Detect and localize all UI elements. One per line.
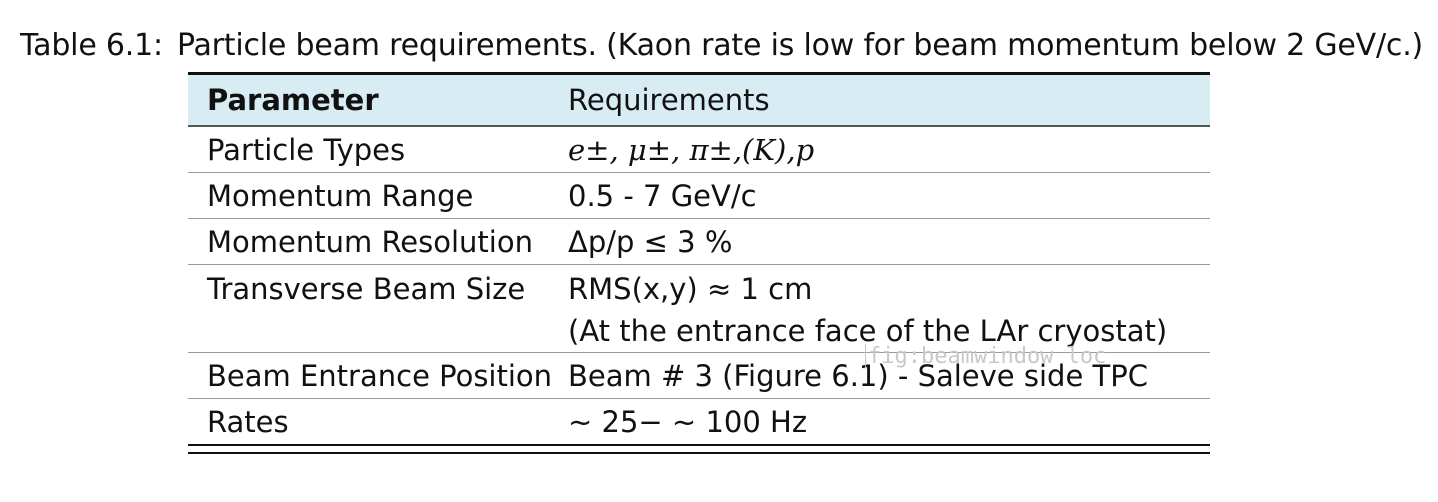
- table-bottom-rule-double: [188, 452, 1210, 454]
- row-parameter: Momentum Resolution: [207, 224, 533, 259]
- row-requirement-line-2: (At the entrance face of the LAr cryosta…: [568, 314, 1168, 348]
- table-top-rule: [188, 72, 1210, 75]
- row-parameter: Rates: [207, 404, 289, 439]
- table-row: Particle Types e±, μ±, π±,(K),p: [188, 127, 1210, 172]
- row-requirement: e±, μ±, π±,(K),p: [568, 132, 815, 167]
- row-requirement-line-1: RMS(x,y) ≈ 1 cm: [568, 272, 813, 306]
- header-parameter: Parameter: [207, 83, 379, 117]
- row-rule: [188, 398, 1210, 399]
- row-requirement: RMS(x,y) ≈ 1 cm (At the entrance face of…: [568, 269, 1210, 353]
- table-row: Transverse Beam Size RMS(x,y) ≈ 1 cm (At…: [188, 265, 1210, 352]
- requirements-table: Parameter Requirements Particle Types e±…: [188, 72, 1210, 454]
- table-header-row: Parameter Requirements: [188, 75, 1210, 125]
- table-row: Beam Entrance Position Beam # 3 (Figure …: [188, 353, 1210, 398]
- row-parameter: Particle Types: [207, 132, 406, 167]
- table-row: Momentum Resolution Δp/p ≤ 3 %: [188, 219, 1210, 264]
- caption-text: Particle beam requirements. (Kaon rate i…: [176, 28, 1424, 63]
- header-requirements: Requirements: [568, 83, 770, 117]
- header-rule: [188, 125, 1210, 127]
- row-requirement: Beam # 3 (Figure 6.1) - Saleve side TPC: [568, 358, 1148, 393]
- table-caption: Table 6.1: Particle beam requirements. (K…: [20, 28, 1423, 63]
- table-row: Momentum Range 0.5 - 7 GeV/c: [188, 173, 1210, 218]
- row-rule: [188, 218, 1210, 219]
- label-watermark: fig:beamwindow loc: [865, 344, 1106, 369]
- row-rule: [188, 264, 1210, 265]
- row-parameter: Transverse Beam Size: [207, 272, 526, 306]
- row-parameter: Beam Entrance Position: [207, 358, 553, 393]
- row-rule: [188, 172, 1210, 173]
- row-requirement: 0.5 - 7 GeV/c: [568, 178, 757, 213]
- row-requirement: ∼ 25− ∼ 100 Hz: [568, 404, 808, 439]
- row-requirement: Δp/p ≤ 3 %: [568, 224, 733, 259]
- table-row: Rates ∼ 25− ∼ 100 Hz: [188, 399, 1210, 444]
- caption-label: Table 6.1:: [20, 28, 163, 63]
- row-rule: [188, 352, 1210, 353]
- table-bottom-rule: [188, 444, 1210, 446]
- row-parameter: Momentum Range: [207, 178, 474, 213]
